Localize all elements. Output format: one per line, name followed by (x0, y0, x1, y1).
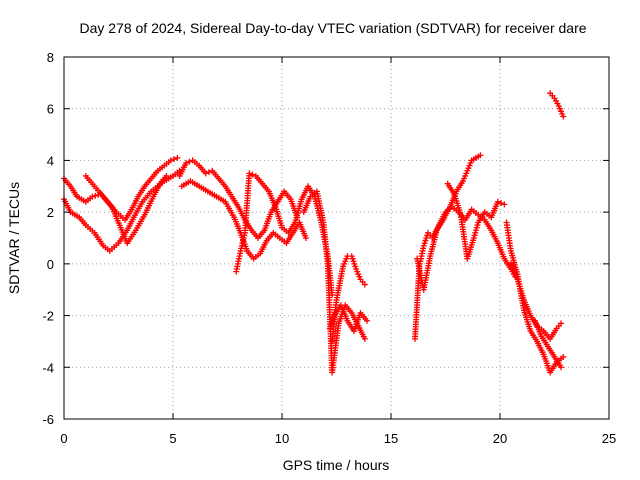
data-point (477, 152, 484, 159)
y-tick-label: 0 (47, 257, 54, 272)
y-tick-label: 6 (47, 102, 54, 117)
y-tick-label: 2 (47, 205, 54, 220)
y-axis-label: SDTVAR / TECUs (6, 182, 22, 294)
data-point (171, 156, 178, 163)
x-tick-label: 5 (169, 431, 176, 446)
chart-title: Day 278 of 2024, Sidereal Day-to-day VTE… (79, 20, 586, 36)
data-point (249, 171, 256, 178)
data-point (560, 353, 567, 360)
data-point (364, 317, 371, 324)
data-point (202, 170, 209, 177)
data-points (61, 90, 567, 376)
data-point (494, 198, 501, 205)
x-tick-label: 25 (602, 431, 616, 446)
data-point (302, 235, 309, 241)
x-tick-label: 15 (384, 431, 398, 446)
data-point (361, 281, 368, 288)
data-point (498, 200, 505, 207)
data-point (163, 172, 170, 179)
data-point (167, 157, 174, 164)
x-tick-label: 20 (493, 431, 507, 446)
data-point (560, 113, 567, 120)
x-tick-label: 0 (60, 431, 67, 446)
data-point (174, 154, 181, 161)
data-point (183, 160, 190, 167)
plot-frame (63, 56, 610, 420)
y-tick-label: 8 (47, 50, 54, 65)
data-point (246, 170, 253, 177)
data-point (361, 335, 368, 342)
data-point (558, 364, 565, 371)
data-point (501, 201, 508, 208)
data-point (89, 193, 96, 200)
data-point (186, 158, 193, 165)
y-tick-label: -4 (42, 360, 54, 375)
data-point (558, 320, 565, 327)
y-tick-label: -2 (42, 309, 54, 324)
y-tick-label: -6 (42, 412, 54, 427)
data-point (92, 192, 99, 199)
x-axis-label: GPS time / hours (283, 457, 390, 473)
x-tick-label: 10 (275, 431, 289, 446)
axes: 0 5 10 15 20 25 -6 -4 -2 0 2 4 6 8 (42, 50, 616, 446)
y-tick-label: 4 (47, 153, 54, 168)
